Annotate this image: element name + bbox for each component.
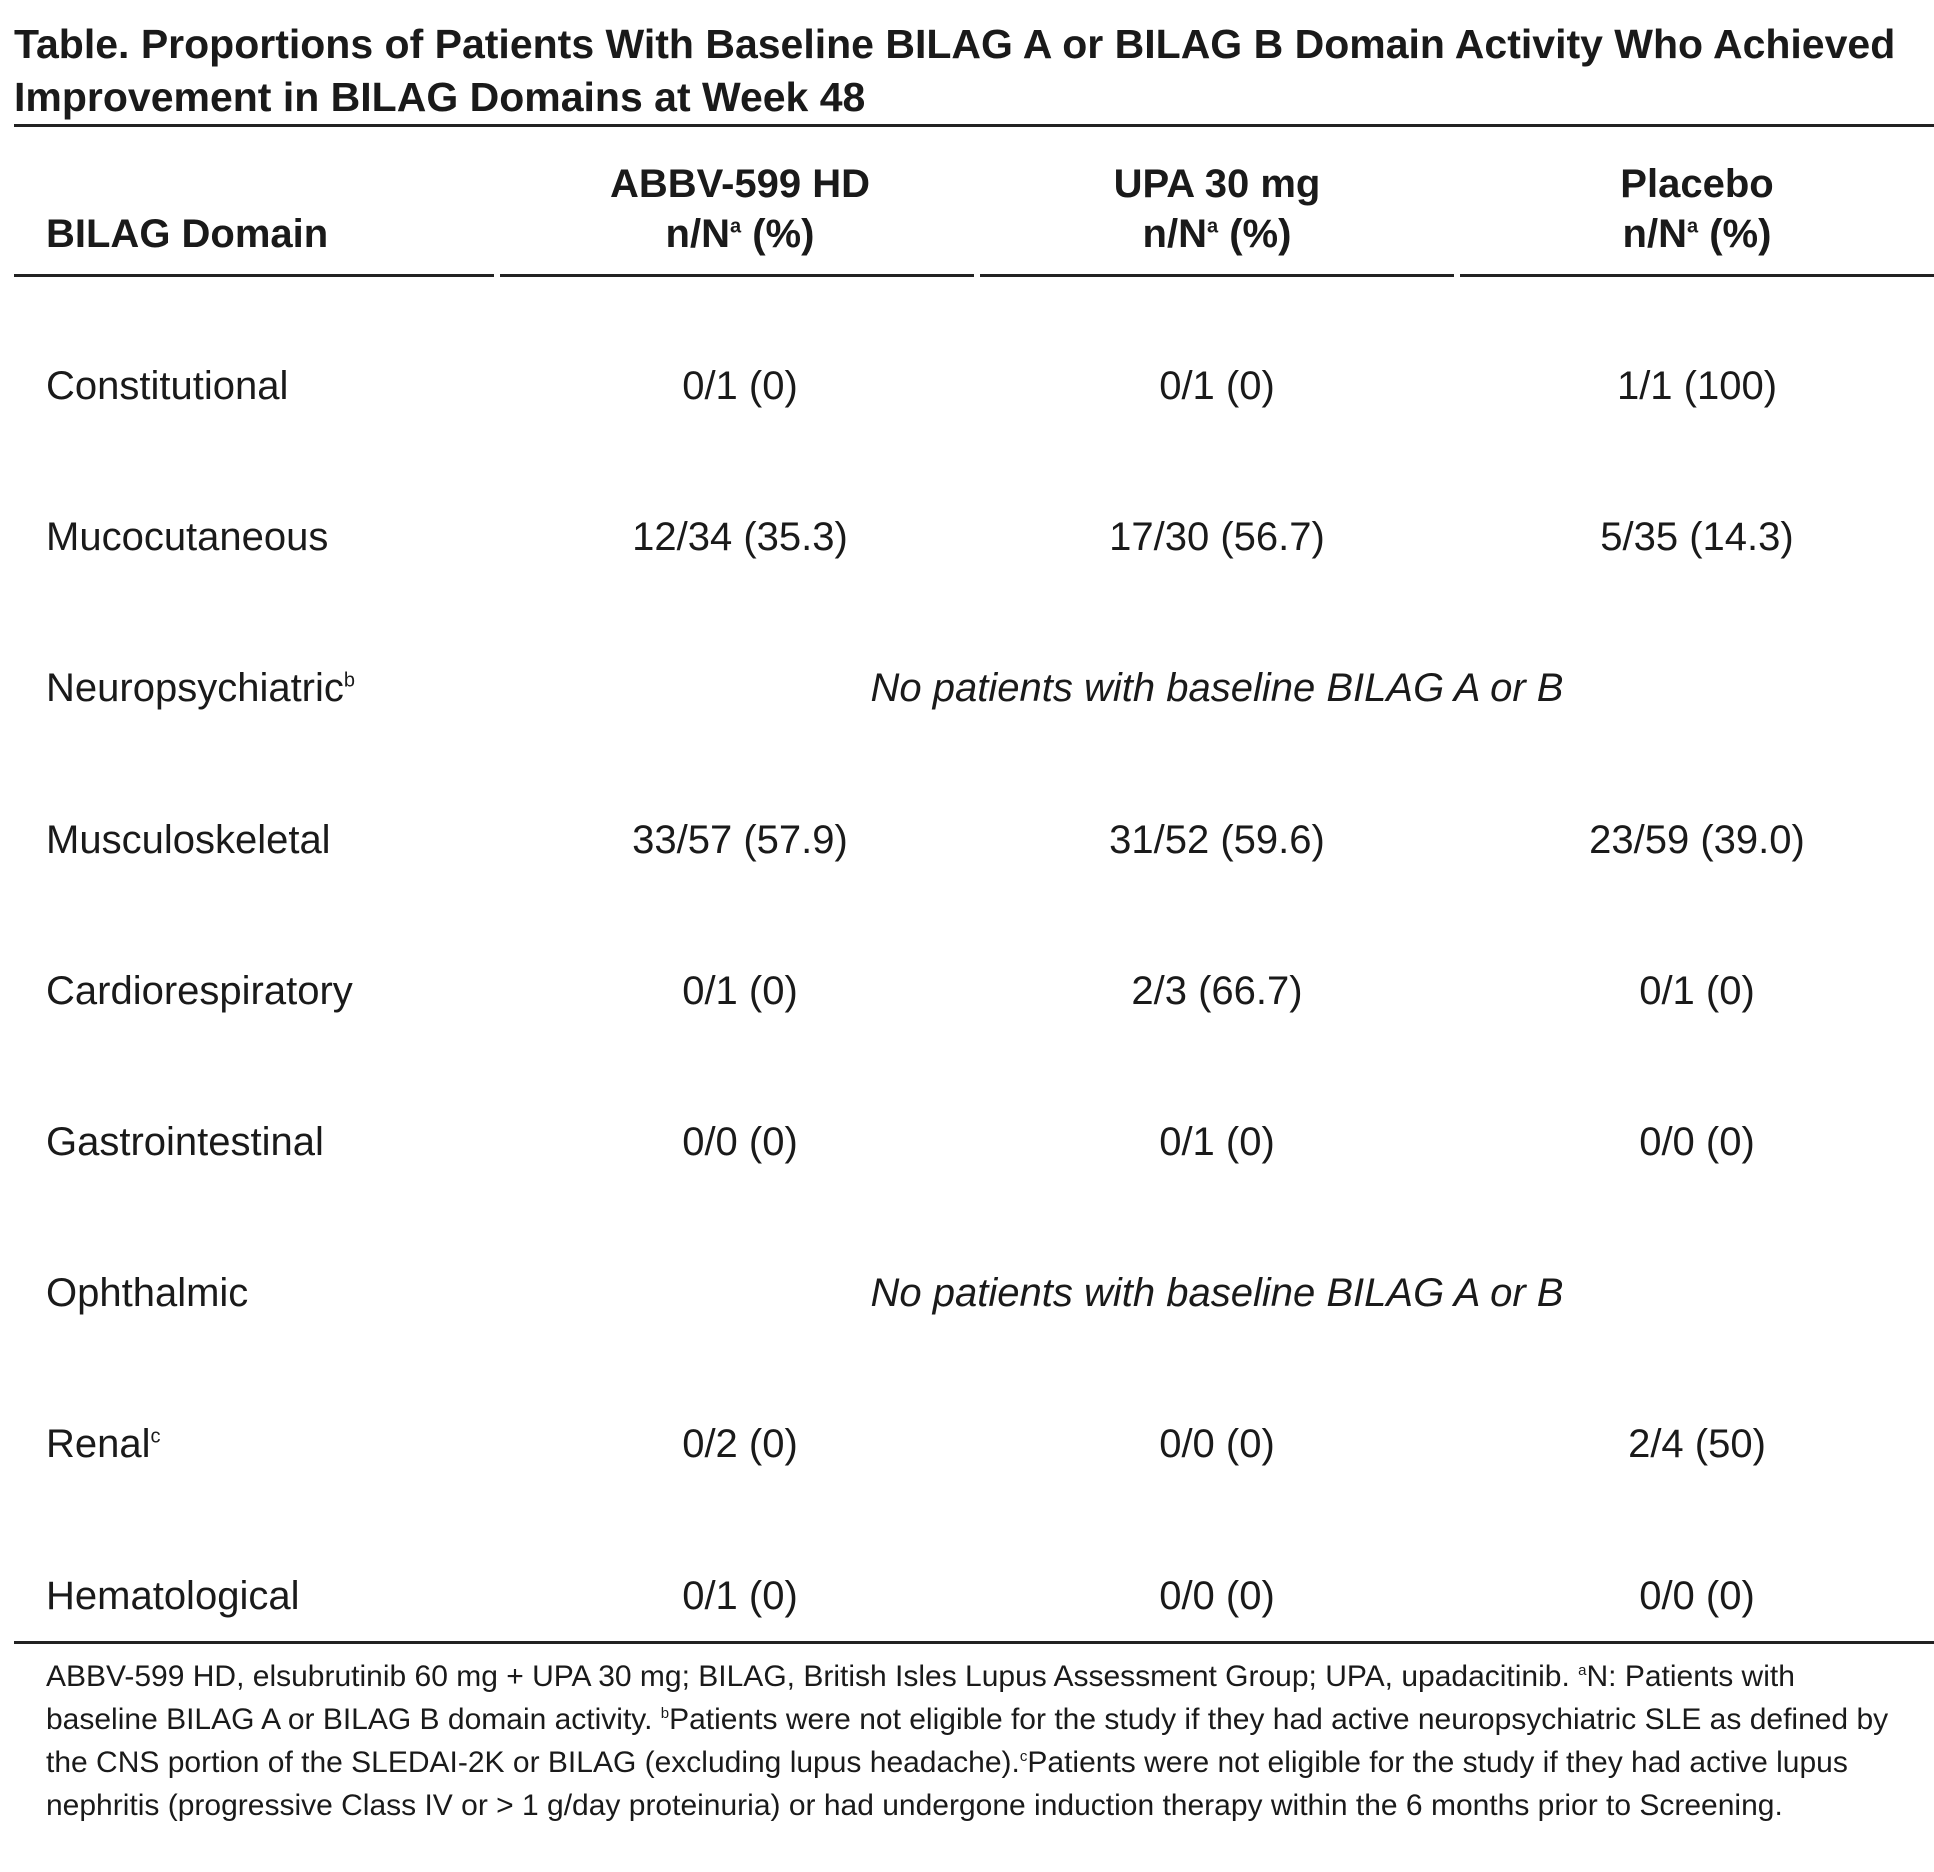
header-rule [1460, 274, 1934, 277]
footnote-text: Patients were not eligible for the study… [46, 1703, 1889, 1779]
row-label: Gastrointestinal [46, 1117, 324, 1167]
cell: 0/0 (0) [1639, 1120, 1755, 1164]
row-label: Constitutional [46, 361, 288, 411]
footnote-text: Patients were not eligible for the study… [46, 1746, 1848, 1822]
row-label: Mucocutaneous [46, 512, 328, 562]
footnote: ABBV-599 HD, elsubrutinib 60 mg + UPA 30… [46, 1655, 1911, 1827]
cell: 23/59 (39.0) [1589, 817, 1805, 862]
footnote-text: N: Patients with baseline BILAG A or BIL… [46, 1660, 1795, 1736]
domain: Ophthalmic [46, 1271, 249, 1316]
cell: 0/2 (0) [682, 1422, 798, 1467]
unit-post: (%) [1218, 212, 1292, 256]
superscript: a [1578, 1662, 1587, 1679]
domain: Gastrointestinal [46, 1120, 324, 1164]
cell: 31/52 (59.6) [1109, 817, 1325, 862]
superscript: a [1686, 215, 1699, 238]
superscript: c [1019, 1748, 1028, 1765]
cell: 0/1 (0) [682, 968, 798, 1013]
header-name: UPA 30 mg [1113, 162, 1321, 206]
header-unit: n/Na (%) [1114, 209, 1321, 259]
header-cell: Placebo n/Na (%) [1620, 159, 1773, 259]
row-label: Ophthalmic [46, 1268, 248, 1318]
cell: 0/0 (0) [1639, 1573, 1755, 1618]
title-rule [14, 124, 1934, 127]
header-unit: n/Na (%) [610, 209, 870, 259]
superscript: a [729, 215, 742, 238]
cell: 0/1 (0) [1639, 968, 1755, 1013]
cell: 0/1 (0) [682, 364, 798, 408]
cell: 0/1 (0) [1159, 364, 1275, 408]
cell: 0/1 (0) [1159, 1120, 1275, 1164]
cell: 0/0 (0) [682, 1120, 798, 1164]
domain: Mucocutaneous [46, 515, 329, 560]
domain: Renal [46, 1422, 151, 1467]
cell: 33/57 (57.9) [632, 817, 848, 862]
row-label: Cardiorespiratory [46, 966, 353, 1016]
row-note: No patients with baseline BILAG A or B [870, 666, 1564, 711]
row-label: Renalc [46, 1419, 161, 1469]
header-cell: UPA 30 mg n/Na (%) [1114, 159, 1321, 259]
superscript: c [150, 1426, 161, 1449]
cell: 0/0 (0) [1159, 1422, 1275, 1467]
superscript: b [660, 1705, 670, 1722]
bottom-rule [14, 1641, 1934, 1644]
domain: Cardiorespiratory [46, 968, 353, 1013]
unit-post: (%) [741, 212, 815, 256]
superscript: a [1206, 215, 1219, 238]
header-unit: n/Na (%) [1620, 209, 1773, 259]
row-label: Musculoskeletal [46, 815, 331, 865]
cell: 12/34 (35.3) [632, 515, 848, 560]
domain: Constitutional [46, 364, 289, 408]
row-note: No patients with baseline BILAG A or B [870, 1271, 1564, 1316]
domain: Musculoskeletal [46, 817, 331, 862]
cell: 2/4 (50) [1628, 1422, 1766, 1467]
cell: 17/30 (56.7) [1109, 515, 1325, 560]
cell: 0/0 (0) [1159, 1573, 1275, 1618]
superscript: b [343, 670, 356, 693]
domain: Hematological [46, 1573, 300, 1618]
row-label: Hematological [46, 1571, 299, 1621]
unit: n/N [665, 212, 730, 256]
unit-post: (%) [1698, 212, 1772, 256]
header-name: Placebo [1620, 162, 1774, 206]
footnote-text: ABBV-599 HD, elsubrutinib 60 mg + UPA 30… [46, 1660, 1579, 1693]
header-rule [500, 274, 974, 277]
header-rule [980, 274, 1454, 277]
cell: 5/35 (14.3) [1600, 515, 1794, 560]
header-cell: BILAG Domain [46, 212, 329, 256]
cell: 0/1 (0) [682, 1573, 798, 1618]
header-name: ABBV-599 HD [609, 162, 871, 206]
unit: n/N [1142, 212, 1207, 256]
unit: n/N [1622, 212, 1687, 256]
cell: 1/1 (100) [1616, 364, 1778, 408]
table-title: Table. Proportions of Patients With Base… [14, 21, 1896, 120]
cell: 2/3 (66.7) [1131, 968, 1303, 1013]
header-cell: ABBV-599 HD n/Na (%) [610, 159, 870, 259]
header-rule [14, 274, 494, 277]
row-label: Neuropsychiatricb [46, 663, 355, 713]
domain: Neuropsychiatric [46, 666, 344, 711]
